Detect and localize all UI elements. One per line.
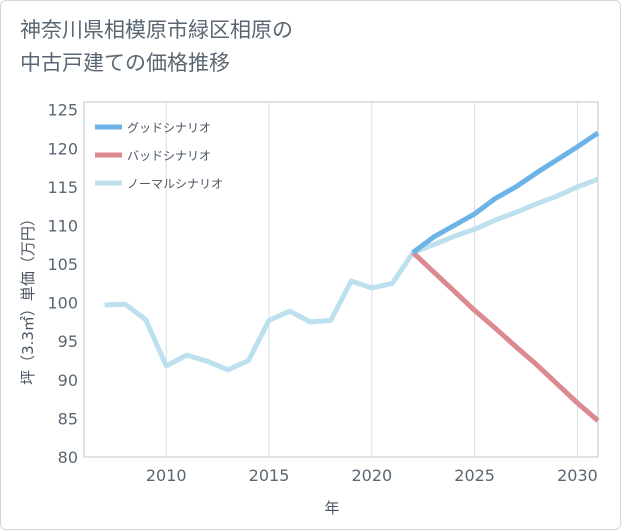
- y-tick-label: 95: [58, 332, 78, 351]
- y-tick-label: 120: [47, 139, 78, 158]
- y-tick-label: 90: [58, 371, 78, 390]
- y-tick-label: 85: [58, 409, 78, 428]
- series-line-bad: [411, 250, 600, 423]
- y-tick-label: 110: [47, 216, 78, 235]
- plot-area: [83, 101, 599, 458]
- x-tick-label: 2010: [146, 466, 187, 485]
- y-tick-label: 125: [47, 101, 78, 120]
- x-tick-label: 2020: [351, 466, 392, 485]
- chart-title: 神奈川県相模原市緑区相原の 中古戸建ての価格推移: [20, 18, 293, 75]
- series-line-normal: [104, 176, 599, 373]
- legend-label: グッドシナリオ: [127, 121, 211, 135]
- y-tick-label: 80: [58, 448, 78, 467]
- x-tick-label: 2015: [249, 466, 290, 485]
- legend-label: ノーマルシナリオ: [127, 177, 223, 191]
- x-tick-label: 2025: [454, 466, 495, 485]
- series-line-good: [411, 130, 600, 255]
- y-tick-label: 115: [47, 178, 78, 197]
- y-axis-label: 坪（3.3㎡）単価（万円）: [19, 211, 37, 385]
- legend-label: バッドシナリオ: [127, 149, 211, 163]
- x-tick-label: 2030: [557, 466, 598, 485]
- y-tick-label: 100: [47, 294, 78, 313]
- x-axis-label: 年: [324, 499, 339, 517]
- y-tick-label: 105: [47, 255, 78, 274]
- x-axis-ticks: 2010 2015 2020 2025 2030: [146, 466, 598, 485]
- series-lines: [104, 130, 600, 423]
- y-axis-ticks: 80 85 90 95 100 105 110 115 120 125: [47, 101, 78, 467]
- grid: [165, 102, 578, 457]
